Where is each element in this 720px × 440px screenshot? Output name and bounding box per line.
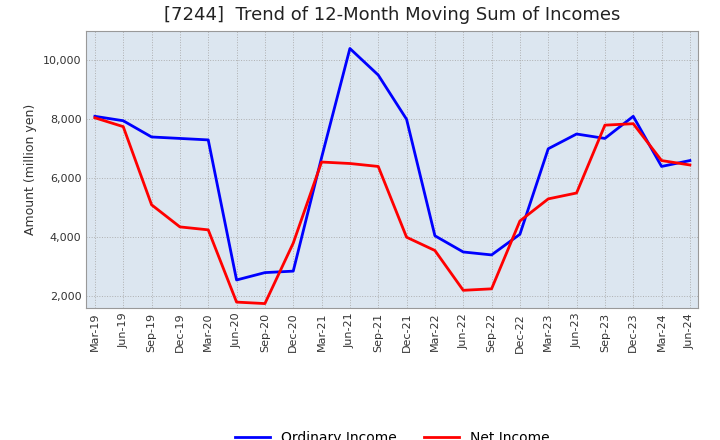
Ordinary Income — [91, 114, 99, 119]
Net Income — [318, 159, 326, 165]
Net Income — [516, 218, 524, 224]
Line: Net Income: Net Income — [95, 118, 690, 304]
Ordinary Income — [657, 164, 666, 169]
Net Income — [261, 301, 269, 306]
Net Income — [289, 241, 297, 246]
Net Income — [459, 288, 467, 293]
Net Income — [572, 191, 581, 196]
Net Income — [346, 161, 354, 166]
Line: Ordinary Income: Ordinary Income — [95, 48, 690, 280]
Ordinary Income — [374, 73, 382, 78]
Ordinary Income — [148, 134, 156, 139]
Net Income — [176, 224, 184, 230]
Ordinary Income — [176, 136, 184, 141]
Legend: Ordinary Income, Net Income: Ordinary Income, Net Income — [235, 431, 550, 440]
Ordinary Income — [346, 46, 354, 51]
Ordinary Income — [459, 249, 467, 255]
Ordinary Income — [629, 114, 637, 119]
Ordinary Income — [289, 268, 297, 274]
Ordinary Income — [600, 136, 609, 141]
Net Income — [233, 300, 241, 305]
Ordinary Income — [487, 252, 496, 257]
Net Income — [119, 124, 127, 129]
Net Income — [487, 286, 496, 291]
Ordinary Income — [119, 118, 127, 123]
Net Income — [431, 248, 439, 253]
Title: [7244]  Trend of 12-Month Moving Sum of Incomes: [7244] Trend of 12-Month Moving Sum of I… — [164, 6, 621, 24]
Net Income — [91, 115, 99, 121]
Ordinary Income — [233, 277, 241, 282]
Net Income — [148, 202, 156, 207]
Net Income — [685, 162, 694, 168]
Net Income — [657, 158, 666, 163]
Net Income — [402, 235, 411, 240]
Ordinary Income — [572, 132, 581, 137]
Net Income — [204, 227, 212, 232]
Ordinary Income — [261, 270, 269, 275]
Ordinary Income — [402, 117, 411, 122]
Y-axis label: Amount (million yen): Amount (million yen) — [24, 104, 37, 235]
Ordinary Income — [204, 137, 212, 143]
Net Income — [544, 196, 552, 202]
Net Income — [600, 122, 609, 128]
Ordinary Income — [544, 146, 552, 151]
Ordinary Income — [685, 158, 694, 163]
Net Income — [629, 121, 637, 126]
Ordinary Income — [516, 231, 524, 237]
Net Income — [374, 164, 382, 169]
Ordinary Income — [431, 233, 439, 238]
Ordinary Income — [318, 155, 326, 160]
